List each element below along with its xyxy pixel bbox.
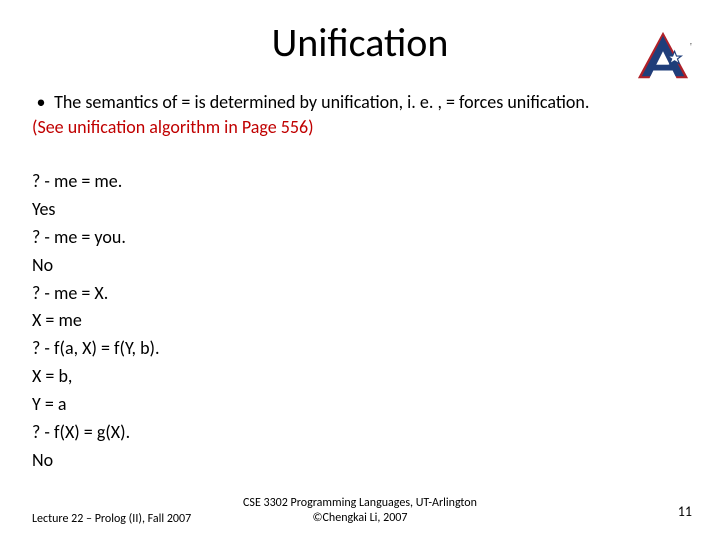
code-line: ? - me = you. [32,224,160,252]
footer-center: CSE 3302 Programming Languages, UT-Arlin… [0,496,720,526]
uta-logo-svg: TM [634,30,692,84]
red-note: (See unification algorithm in Page 556) [32,115,672,139]
bullet-text: The semantics of = is determined by unif… [54,91,589,113]
code-line: Y = a [32,391,160,419]
bullet-line: • The semantics of = is determined by un… [32,90,672,114]
code-line: ? - f(a, X) = f(Y, b). [32,335,160,363]
code-line: Yes [32,196,160,224]
code-line: ? - f(X) = g(X). [32,419,160,447]
slide-number: 11 [678,503,692,520]
code-line: X = me [32,307,160,335]
slide: Unification TM • The semantics of = is d… [0,0,720,540]
footer-center-line2: ©Chengkai Li, 2007 [0,511,720,526]
code-line: No [32,447,160,475]
code-block: ? - me = me. Yes ? - me = you. No ? - me… [32,168,160,475]
tm-mark: TM [690,42,692,47]
code-line: ? - me = me. [32,168,160,196]
bullet-marker: • [32,90,50,114]
code-line: X = b, [32,363,160,391]
slide-title: Unification [0,18,720,67]
code-line: ? - me = X. [32,280,160,308]
code-line: No [32,252,160,280]
footer-center-line1: CSE 3302 Programming Languages, UT-Arlin… [0,496,720,511]
uta-logo: TM [634,30,692,84]
